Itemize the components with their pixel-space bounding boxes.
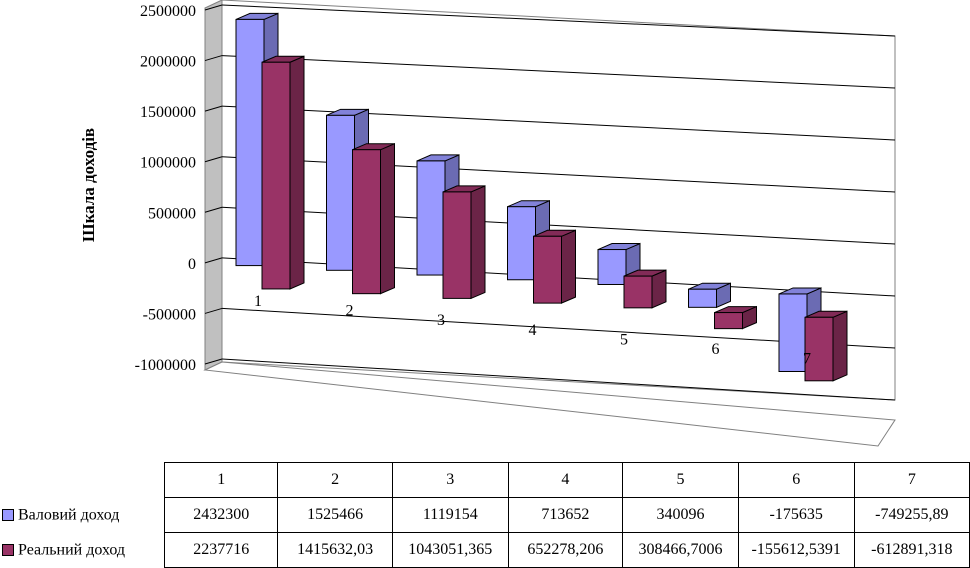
gridline-side (204, 55, 223, 62)
x-category-label-7: 7 (803, 351, 811, 368)
y-tick-label: 2500000 (140, 3, 196, 20)
gridline-side (204, 358, 223, 365)
gridline-side (204, 307, 223, 314)
y-tick-label: 0 (188, 256, 196, 273)
table-cell: 713652 (507, 497, 624, 533)
x-category-label-6: 6 (712, 341, 720, 358)
bar-series2-cat2 (352, 142, 395, 295)
x-category-label-4: 4 (529, 322, 537, 339)
table-cell: -612891,318 (853, 532, 970, 568)
row-head-real-income: Реальний доход (2, 533, 165, 568)
y-axis-ticks: 2500000 2000000 1500000 1000000 500000 0 -5000… (135, 3, 196, 374)
table-row-real-income: Реальний доход 2237716 1415632,03 1043051,… (2, 532, 970, 568)
legend-key-real-income (2, 544, 14, 557)
table-cell: 340096 (622, 497, 739, 533)
y-axis-label: Шкала доходів (79, 128, 98, 242)
table-header-cell-5: 5 (622, 462, 739, 498)
table-cell: -749255,89 (853, 497, 970, 533)
bar-series2-cat5 (623, 269, 667, 309)
table-cell: 308466,7006 (622, 532, 739, 568)
table-cell: 2237716 (164, 532, 279, 568)
row-head-gross-income: Валовий доход (2, 498, 165, 533)
gridline-side (204, 206, 223, 213)
table-cell: -155612,5391 (737, 532, 855, 568)
table-header-cell-4: 4 (507, 462, 624, 498)
bars (235, 12, 848, 382)
table-header-cell-7: 7 (853, 462, 970, 498)
table-cell: -175635 (737, 497, 855, 533)
x-category-label-2: 2 (346, 303, 354, 320)
gridline-side (204, 156, 223, 163)
bar-chart-3d: 2500000 2000000 1500000 1000000 500000 0 -5000… (79, 0, 896, 447)
gridline (221, 55, 896, 89)
x-axis-categories: 1 2 3 4 5 6 7 (254, 293, 811, 368)
y-tick-label: 2000000 (140, 54, 196, 71)
table-cell: 1525466 (277, 497, 394, 533)
table-cell: 1043051,365 (392, 532, 509, 568)
side-wall (204, 0, 223, 371)
table-cell: 1119154 (392, 497, 509, 533)
x-category-label-3: 3 (437, 312, 445, 329)
gridline-side (204, 257, 223, 264)
table-header-cell-3: 3 (392, 462, 509, 498)
table-cell: 652278,206 (507, 532, 624, 568)
gridline (221, 358, 896, 401)
bar-series2-cat6 (714, 305, 757, 330)
table-header-cell-2: 2 (277, 462, 394, 498)
y-tick-label: -500000 (143, 306, 196, 323)
table-header-cell-1: 1 (164, 462, 279, 498)
bar-series2-cat1 (261, 55, 305, 290)
y-tick-label: 1000000 (140, 155, 196, 172)
x-category-label-1: 1 (254, 293, 262, 310)
floor (203, 361, 896, 447)
y-tick-label: 1500000 (140, 104, 196, 121)
table-corner (2, 463, 165, 498)
table-cell: 1415632,03 (277, 532, 394, 568)
series-name-real-income: Реальний доход (18, 541, 126, 559)
bar-series2-cat4 (533, 229, 576, 304)
table-cell: 2432300 (164, 497, 279, 533)
table-row-gross-income: Валовий доход 2432300 1525466 1119154 71365… (2, 497, 970, 533)
gridline (221, 4, 896, 37)
gridline-side (204, 4, 223, 11)
y-tick-label: -1000000 (135, 357, 196, 374)
y-tick-label: 500000 (148, 205, 196, 222)
bar-series1-cat6 (688, 282, 731, 309)
series-name-gross-income: Валовий доход (18, 506, 120, 524)
gridline-side (204, 105, 223, 112)
bar-series2-cat7 (804, 310, 848, 382)
x-category-label-5: 5 (620, 331, 628, 348)
bar-series2-cat3 (442, 185, 486, 300)
legend-key-gross-income (2, 509, 14, 522)
table-header-cell-6: 6 (737, 462, 855, 498)
